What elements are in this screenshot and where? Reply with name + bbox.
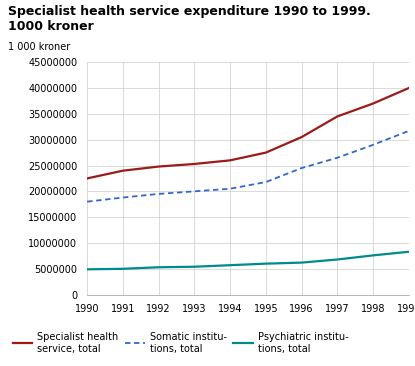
Text: 1 000 kroner: 1 000 kroner [8, 42, 71, 52]
Legend: Specialist health
service, total, Somatic institu-
tions, total, Psychiatric ins: Specialist health service, total, Somati… [9, 328, 352, 358]
Text: 1000 kroner: 1000 kroner [8, 20, 94, 33]
Text: Specialist health service expenditure 1990 to 1999.: Specialist health service expenditure 19… [8, 5, 371, 19]
